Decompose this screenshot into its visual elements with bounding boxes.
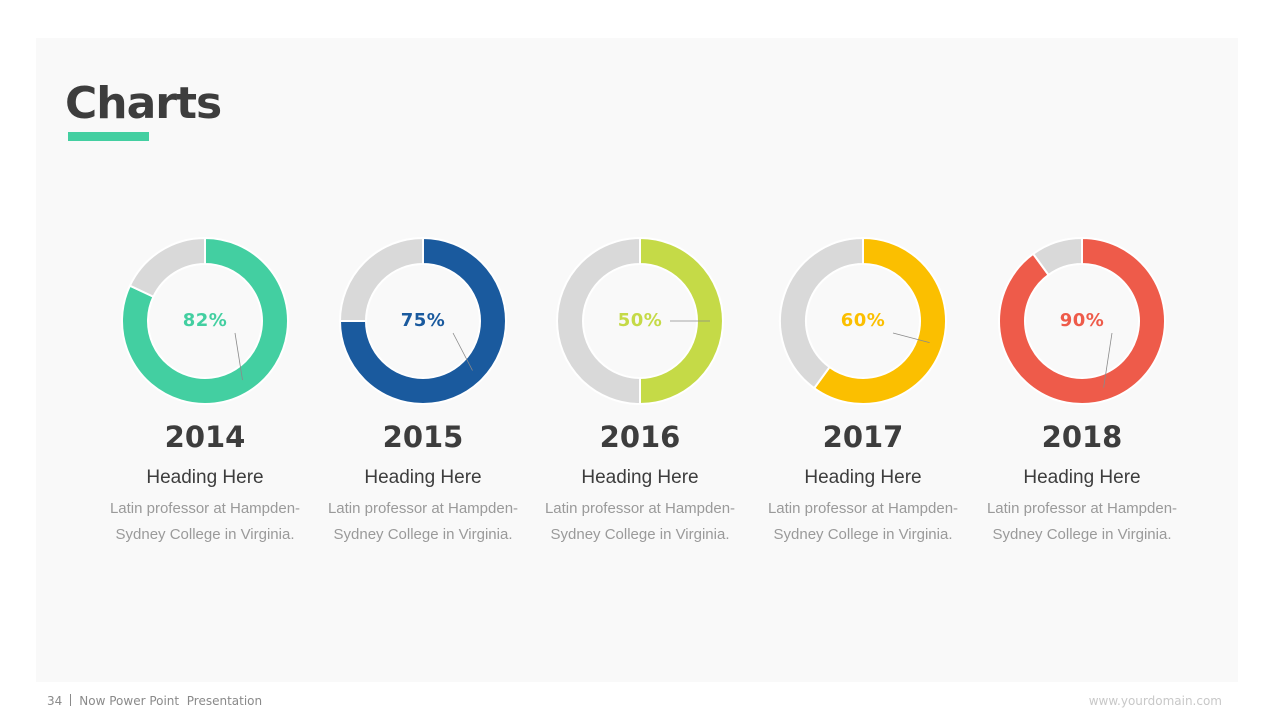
- description-line-1: Latin professor at Hampden-: [327, 500, 519, 517]
- item-description: Latin professor at Hampden- Sydney Colle…: [753, 496, 973, 548]
- item-description: Latin professor at Hampden- Sydney Colle…: [530, 496, 750, 548]
- description-line-1: Latin professor at Hampden-: [109, 500, 301, 517]
- item-description: Latin professor at Hampden- Sydney Colle…: [313, 496, 533, 548]
- donut-chart: 82%: [120, 236, 290, 406]
- donut-remainder-segment: [338, 236, 424, 322]
- donut-remainder-segment: [128, 236, 206, 299]
- donut-chart: 75%: [338, 236, 508, 406]
- chart-item-2015: 75% 2015 Heading Here Latin professor at…: [313, 236, 533, 548]
- donut-svg: [338, 236, 507, 405]
- percent-label: 60%: [840, 310, 886, 331]
- year-label: 2014: [164, 420, 246, 454]
- footer-website: www.yourdomain.com: [1088, 694, 1222, 708]
- chart-item-2018: 90% 2018 Heading Here Latin professor at…: [972, 236, 1192, 548]
- donut-svg: [779, 236, 947, 405]
- description-line-1: Latin professor at Hampden-: [767, 500, 959, 517]
- donut-value-segment: [121, 236, 289, 405]
- donut-chart: 60%: [778, 236, 948, 406]
- leader-line: [452, 332, 473, 371]
- chart-item-2014: 82% 2014 Heading Here Latin professor at…: [95, 236, 315, 548]
- description-line-2: Sydney College in Virginia.: [773, 526, 953, 543]
- page-number: 34: [47, 694, 63, 708]
- item-heading: Heading Here: [364, 467, 482, 488]
- percent-label: 90%: [1059, 310, 1105, 331]
- title-underline: [68, 132, 149, 141]
- chart-item-2016: 50% 2016 Heading Here Latin professor at…: [530, 236, 750, 548]
- slide-title: Charts: [65, 78, 222, 129]
- year-label: 2017: [822, 420, 904, 454]
- donut-value-segment: [338, 236, 507, 405]
- percent-label: 50%: [617, 310, 663, 331]
- year-label: 2015: [382, 420, 464, 454]
- donut-remainder-segment: [779, 236, 864, 390]
- donut-svg: [121, 236, 289, 405]
- percent-label: 75%: [400, 310, 446, 331]
- donut-value-segment: [998, 236, 1166, 405]
- year-label: 2016: [599, 420, 681, 454]
- leader-line: [892, 332, 930, 344]
- donut-value-segment: [812, 236, 947, 405]
- item-description: Latin professor at Hampden- Sydney Colle…: [972, 496, 1192, 548]
- description-line-1: Latin professor at Hampden-: [544, 500, 736, 517]
- leader-line: [1103, 332, 1113, 388]
- description-line-2: Sydney College in Virginia.: [550, 526, 730, 543]
- leader-line: [234, 332, 243, 381]
- item-heading: Heading Here: [1023, 467, 1141, 488]
- item-heading: Heading Here: [146, 467, 264, 488]
- donut-remainder-segment: [556, 236, 641, 406]
- description-line-1: Latin professor at Hampden-: [986, 500, 1178, 517]
- percent-label: 82%: [182, 310, 228, 331]
- donut-chart: 90%: [997, 236, 1167, 406]
- donut-svg: [998, 236, 1166, 405]
- description-line-2: Sydney College in Virginia.: [333, 526, 513, 543]
- donut-value-segment: [639, 236, 724, 406]
- footer-left: 34 Now Power Point Presentation: [47, 694, 262, 708]
- donut-chart: 50%: [555, 236, 725, 406]
- donut-svg: [556, 236, 724, 406]
- item-heading: Heading Here: [581, 467, 699, 488]
- chart-item-2017: 60% 2017 Heading Here Latin professor at…: [753, 236, 973, 548]
- description-line-2: Sydney College in Virginia.: [992, 526, 1172, 543]
- item-description: Latin professor at Hampden- Sydney Colle…: [95, 496, 315, 548]
- description-line-2: Sydney College in Virginia.: [115, 526, 295, 543]
- donut-remainder-segment: [1031, 236, 1083, 277]
- presentation-name: Now Power Point Presentation: [79, 694, 263, 708]
- footer-divider: [70, 694, 72, 706]
- year-label: 2018: [1041, 420, 1123, 454]
- item-heading: Heading Here: [804, 467, 922, 488]
